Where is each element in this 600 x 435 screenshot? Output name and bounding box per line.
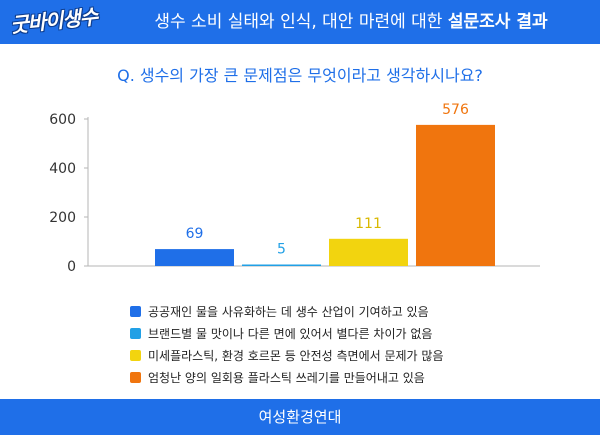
- legend-swatch: [130, 349, 141, 361]
- legend-label: 엄청난 양의 일회용 플라스틱 쓰레기를 만들어내고 있음: [148, 370, 425, 385]
- bar-chart: 0 200 400 600 69 5 111 576: [49, 102, 540, 275]
- footer-banner: 여성환경연대: [0, 399, 600, 435]
- legend-item: 미세플라스틱, 환경 호르몬 등 안전성 측면에서 문제가 많음: [130, 344, 443, 366]
- title-regular: 생수 소비 실태와 인식, 대안 마련에 대한: [154, 12, 443, 32]
- page-title: 생수 소비 실태와 인식, 대안 마련에 대한 설문조사 결과: [108, 0, 594, 44]
- legend-label: 미세플라스틱, 환경 호르몬 등 안전성 측면에서 문제가 많음: [148, 348, 444, 363]
- legend-item: 공공재인 물을 사유화하는 데 생수 산업이 기여하고 있음: [130, 300, 443, 322]
- bar-2: [242, 264, 321, 266]
- y-tick-label: 600: [49, 112, 76, 128]
- y-tick-label: 0: [67, 259, 76, 275]
- bar-1: [155, 249, 234, 266]
- legend-label: 브랜드별 물 맛이나 다른 면에 있어서 별다른 차이가 없음: [148, 326, 433, 341]
- legend-item: 브랜드별 물 맛이나 다른 면에 있어서 별다른 차이가 없음: [130, 322, 443, 344]
- header-banner: 굿바이생수 생수 소비 실태와 인식, 대안 마련에 대한 설문조사 결과: [0, 0, 600, 44]
- bar-value-label: 111: [355, 216, 382, 232]
- legend-item: 엄청난 양의 일회용 플라스틱 쓰레기를 만들어내고 있음: [130, 366, 443, 388]
- legend-label: 공공재인 물을 사유화하는 데 생수 산업이 기여하고 있음: [148, 304, 429, 319]
- survey-question: Q. 생수의 가장 큰 문제점은 무엇이라고 생각하시나요?: [117, 66, 483, 85]
- legend-swatch: [130, 371, 141, 383]
- y-tick-label: 200: [49, 210, 76, 226]
- bar-value-label: 5: [277, 242, 286, 258]
- organization-name: 여성환경연대: [258, 408, 342, 426]
- bar-value-label: 576: [442, 102, 469, 118]
- y-tick-label: 400: [49, 161, 76, 177]
- bar-4: [416, 124, 495, 266]
- bar-value-label: 69: [186, 226, 204, 242]
- title-bold: 설문조사 결과: [447, 12, 548, 32]
- legend-swatch: [130, 305, 141, 317]
- bar-3: [329, 238, 408, 266]
- legend-swatch: [130, 327, 141, 339]
